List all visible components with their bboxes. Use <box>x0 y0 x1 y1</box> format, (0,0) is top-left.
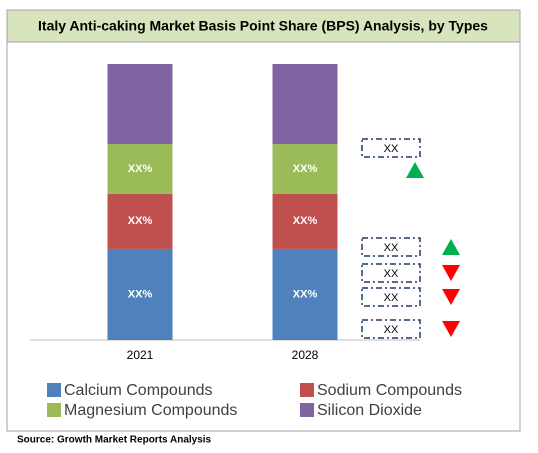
value-label: XX% <box>128 215 153 227</box>
annotation-text: XX <box>384 324 399 336</box>
trend-down-arrow <box>442 265 460 281</box>
annotation-text: XX <box>384 242 399 254</box>
bar-segment <box>107 64 173 145</box>
title-banner <box>6 9 521 43</box>
value-label: XX% <box>293 215 318 227</box>
legend-swatch <box>300 403 314 417</box>
bar-segment <box>272 64 338 145</box>
x-tick-label: 2021 <box>127 348 154 362</box>
bar-segment <box>107 144 173 194</box>
legend-label: Sodium Compounds <box>317 382 462 399</box>
trend-down-arrow <box>442 321 460 337</box>
source-note: Source: Growth Market Reports Analysis <box>17 435 212 446</box>
annotation-text: XX <box>384 268 399 280</box>
annotation-box <box>361 138 421 158</box>
annotation-text: XX <box>384 292 399 304</box>
annotation-text: XX <box>384 143 399 155</box>
value-label: XX% <box>293 288 318 300</box>
x-tick-label: 2028 <box>292 348 319 362</box>
value-label: XX% <box>293 163 318 175</box>
bar-segment <box>272 144 338 194</box>
legend-swatch <box>47 383 61 397</box>
legend-swatch <box>300 383 314 397</box>
trend-up-arrow <box>406 162 424 178</box>
legend-swatch <box>47 403 61 417</box>
legend-label: Calcium Compounds <box>64 382 213 399</box>
annotation-box <box>361 287 421 307</box>
legend-label: Magnesium Compounds <box>64 402 237 419</box>
value-label: XX% <box>128 288 153 300</box>
bar-segment <box>107 248 173 340</box>
chart-title: Italy Anti-caking Market Basis Point Sha… <box>38 18 488 34</box>
chart-frame <box>6 9 521 432</box>
bar-segment <box>107 193 173 249</box>
annotation-box <box>361 237 421 257</box>
value-label: XX% <box>128 163 153 175</box>
legend-label: Silicon Dioxide <box>317 402 422 419</box>
bar-segment <box>272 248 338 340</box>
bar-segment <box>272 193 338 249</box>
annotation-box <box>361 263 421 283</box>
trend-up-arrow <box>442 239 460 255</box>
annotation-box <box>361 319 421 339</box>
trend-down-arrow <box>442 289 460 305</box>
